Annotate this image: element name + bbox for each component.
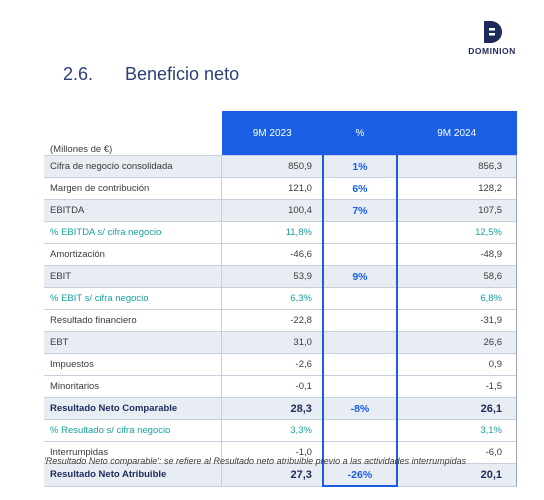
value-2024: 0,9 <box>396 353 517 376</box>
header-pct: % <box>322 111 397 156</box>
pct-change: -26% <box>321 463 398 487</box>
row-label: Amortización <box>44 243 222 266</box>
value-2024: -48,9 <box>396 243 517 266</box>
footnote: 'Resultado Neto comparable': se refiere … <box>44 456 467 466</box>
pct-change: 6% <box>321 177 398 200</box>
pct-change <box>321 441 398 464</box>
pct-change <box>321 287 398 310</box>
pct-change: 7% <box>321 199 398 222</box>
value-2024: 20,1 <box>396 463 517 487</box>
value-2023: -0,1 <box>221 375 323 398</box>
dominion-logo-icon <box>484 21 502 43</box>
pct-change <box>321 243 398 266</box>
row-label: Resultado Neto Atribuible <box>44 463 222 487</box>
value-2023: 53,9 <box>221 265 323 288</box>
value-2023: -1,0 <box>221 441 323 464</box>
value-2023: 11,8% <box>221 221 323 244</box>
value-2024: 107,5 <box>396 199 517 222</box>
section-heading: 2.6. Beneficio neto <box>63 64 239 85</box>
row-label: Cifra de negocio consolidada <box>44 155 222 178</box>
value-2023: 3,3% <box>221 419 323 442</box>
value-2024: 26,6 <box>396 331 517 354</box>
row-label: Resultado financiero <box>44 309 222 332</box>
pct-change: -8% <box>321 397 398 420</box>
row-label: % Resultado s/ cifra negocio <box>44 419 222 442</box>
value-2024: -31,9 <box>396 309 517 332</box>
value-2024: 856,3 <box>396 155 517 178</box>
table-row: Impuestos -2,6 0,9 <box>44 353 517 376</box>
row-label: Minoritarios <box>44 375 222 398</box>
table-row: Resultado Neto Comparable 28,3 -8% 26,1 <box>44 397 517 420</box>
row-label: % EBITDA s/ cifra negocio <box>44 221 222 244</box>
value-2023: 100,4 <box>221 199 323 222</box>
value-2024: 12,5% <box>396 221 517 244</box>
row-label: Resultado Neto Comparable <box>44 397 222 420</box>
unit-label: (Millones de €) <box>50 144 113 155</box>
value-2023: 121,0 <box>221 177 323 200</box>
table-row: EBT 31,0 26,6 <box>44 331 517 354</box>
header-9m-2024: 9M 2024 <box>396 111 517 156</box>
table-row: Minoritarios -0,1 -1,5 <box>44 375 517 398</box>
pct-change: 9% <box>321 265 398 288</box>
table-row: Cifra de negocio consolidada 850,9 1% 856,3 <box>44 155 517 178</box>
value-2024: 128,2 <box>396 177 517 200</box>
value-2024: 3,1% <box>396 419 517 442</box>
row-label: Margen de contribución <box>44 177 222 200</box>
value-2024: -1,5 <box>396 375 517 398</box>
pct-change <box>321 419 398 442</box>
section-title: Beneficio neto <box>125 64 240 84</box>
row-label: EBITDA <box>44 199 222 222</box>
value-2024: 58,6 <box>396 265 517 288</box>
row-label: Interrumpidas <box>44 441 222 464</box>
row-label: EBIT <box>44 265 222 288</box>
value-2023: -22,8 <box>221 309 323 332</box>
table-row: Interrumpidas -1,0 -6,0 <box>44 441 517 464</box>
value-2024: -6,0 <box>396 441 517 464</box>
row-label: Impuestos <box>44 353 222 376</box>
table-row: EBITDA 100,4 7% 107,5 <box>44 199 517 222</box>
pct-change <box>321 221 398 244</box>
pct-change <box>321 375 398 398</box>
financial-table: (Millones de €) 9M 2023 % 9M 2024 Cifra … <box>44 111 517 487</box>
table-row: EBIT 53,9 9% 58,6 <box>44 265 517 288</box>
company-logo: DOMINION <box>462 20 522 56</box>
value-2024: 6,8% <box>396 287 517 310</box>
header-9m-2023: 9M 2023 <box>221 111 323 156</box>
table-row: % Resultado s/ cifra negocio 3,3% 3,1% <box>44 419 517 442</box>
pct-change <box>321 309 398 332</box>
table-row: Resultado Neto Atribuible 27,3 -26% 20,1 <box>44 463 517 487</box>
logo-text: DOMINION <box>468 46 516 56</box>
value-2023: 850,9 <box>221 155 323 178</box>
value-2024: 26,1 <box>396 397 517 420</box>
table-header-row: (Millones de €) 9M 2023 % 9M 2024 <box>44 111 517 156</box>
table-row: Amortización -46,6 -48,9 <box>44 243 517 266</box>
pct-change <box>321 331 398 354</box>
value-2023: -46,6 <box>221 243 323 266</box>
row-label: % EBIT s/ cifra negocio <box>44 287 222 310</box>
value-2023: 27,3 <box>221 463 323 487</box>
value-2023: -2,6 <box>221 353 323 376</box>
table-row: % EBITDA s/ cifra negocio 11,8% 12,5% <box>44 221 517 244</box>
pct-change <box>321 353 398 376</box>
value-2023: 31,0 <box>221 331 323 354</box>
value-2023: 28,3 <box>221 397 323 420</box>
value-2023: 6,3% <box>221 287 323 310</box>
table-row: Resultado financiero -22,8 -31,9 <box>44 309 517 332</box>
row-label: EBT <box>44 331 222 354</box>
table-row: Margen de contribución 121,0 6% 128,2 <box>44 177 517 200</box>
pct-change: 1% <box>321 155 398 178</box>
table-row: % EBIT s/ cifra negocio 6,3% 6,8% <box>44 287 517 310</box>
section-number: 2.6. <box>63 64 94 84</box>
